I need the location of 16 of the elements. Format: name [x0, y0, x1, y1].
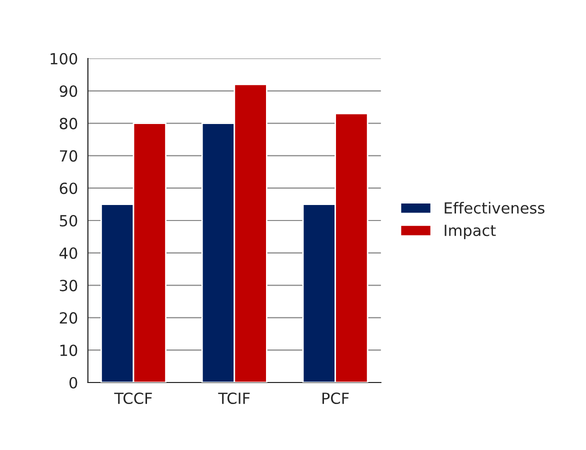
- legend-label: Impact: [444, 224, 496, 240]
- y-tick-label: 0: [69, 376, 78, 389]
- legend-label: Effectiveness: [444, 202, 544, 214]
- x-tick-label: PCF: [322, 392, 349, 404]
- x-tick-label: TCCF: [114, 392, 152, 404]
- y-tick-label: 50: [60, 214, 78, 227]
- y-tick-label: 70: [60, 150, 78, 162]
- y-tick-label: 10: [60, 344, 78, 356]
- y-tick-label: 80: [60, 118, 78, 130]
- y-tick-label: 30: [60, 280, 78, 292]
- y-tick-label: 90: [60, 85, 78, 97]
- x-tick-label: TCIF: [218, 392, 250, 404]
- y-tick-label: 60: [60, 182, 78, 194]
- y-tick-label: 100: [50, 52, 78, 65]
- y-tick-label: 40: [59, 247, 78, 259]
- y-tick-label: 20: [60, 312, 78, 324]
